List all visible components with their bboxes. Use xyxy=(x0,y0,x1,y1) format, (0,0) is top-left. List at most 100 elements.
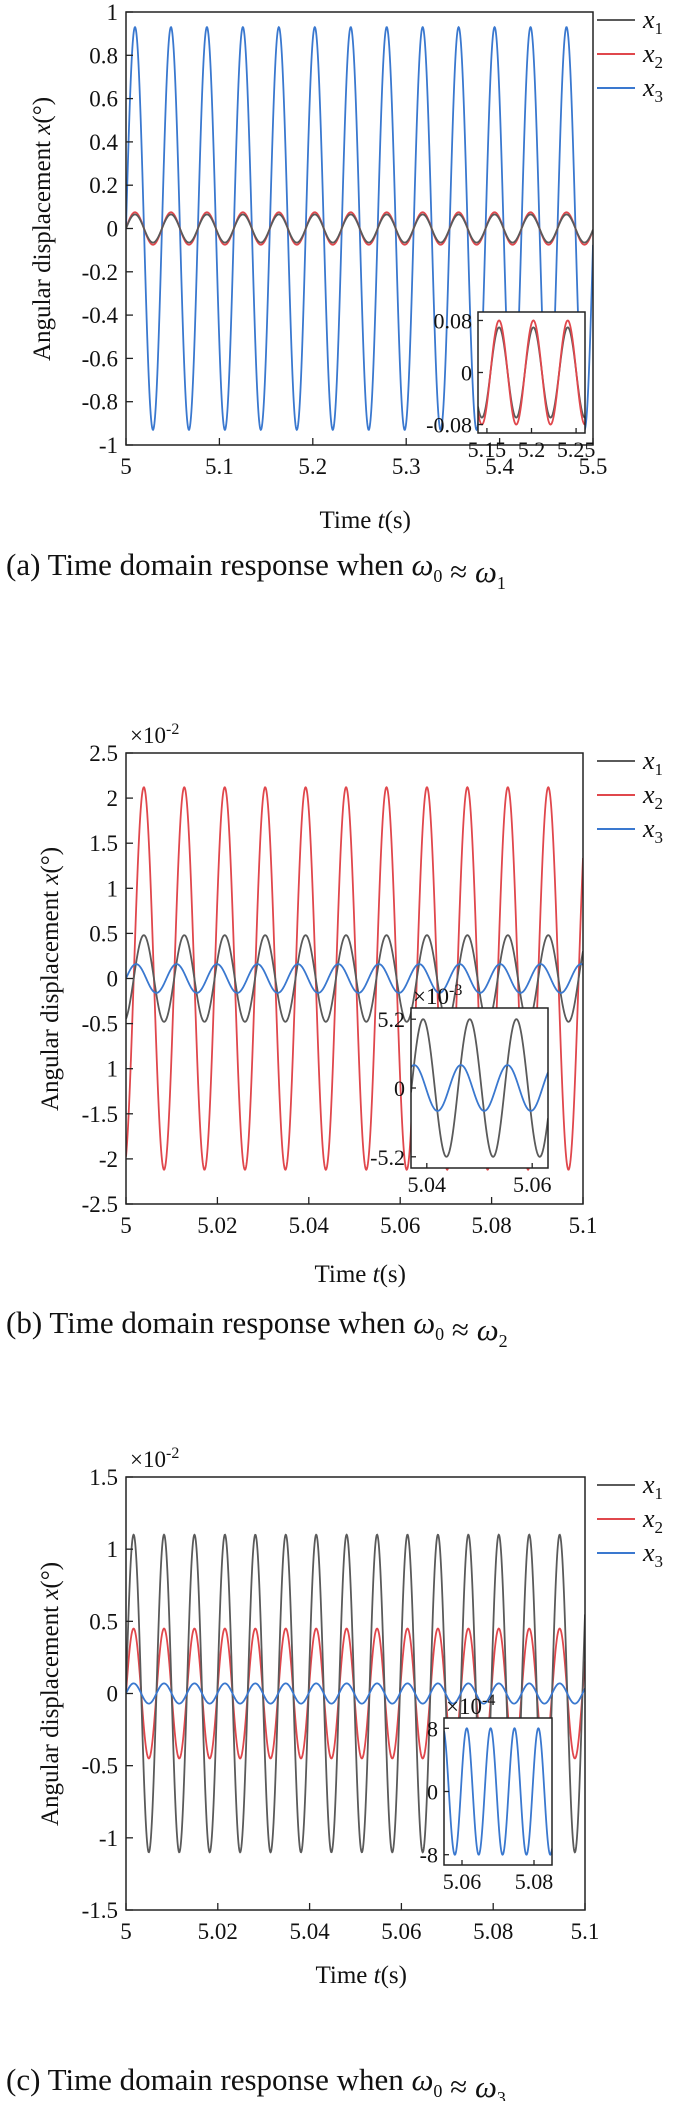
inset-panel: 5.04 5.06 -5.2 0 5.2 ×10-3 xyxy=(370,982,551,1197)
y-tick-label: 2 xyxy=(107,786,119,811)
legend-label-x1: x1 xyxy=(642,5,663,38)
inset-background xyxy=(444,1718,552,1865)
figure-caption-3: (c) Time domain response when ω0 ≈ ω3 xyxy=(6,2062,506,2101)
figure-caption-2: (b) Time domain response when ω0 ≈ ω2 xyxy=(6,1305,508,1351)
inset-y-tick-label: 0 xyxy=(461,361,472,386)
y-tick-label: -0.5 xyxy=(82,1012,118,1037)
legend-label-x3: x3 xyxy=(642,73,663,106)
x-tick-label: 5 xyxy=(120,1213,132,1238)
y-tick-label: 0.5 xyxy=(89,1609,118,1634)
y-tick-label: 1 xyxy=(107,1537,119,1562)
y-tick-label: -1 xyxy=(99,1826,118,1851)
y-tick-label: 1 xyxy=(107,876,119,901)
legend-label-x1: x1 xyxy=(642,1470,663,1503)
x-tick-label: 5.5 xyxy=(579,454,608,479)
inset-series-x2 xyxy=(478,319,585,426)
y-tick-label: -0.2 xyxy=(82,260,118,285)
inset-x-tick-label: 5.04 xyxy=(408,1172,447,1197)
inset-x-tick-label: 5.2 xyxy=(518,437,546,462)
x-axis-label: Time t(s) xyxy=(315,1261,406,1288)
y-tick-label: -1 xyxy=(99,433,118,458)
y-tick-label: -0.5 xyxy=(82,1754,118,1779)
y-tick-label: -2 xyxy=(99,1147,118,1172)
x-tick-label: 5.2 xyxy=(298,454,327,479)
inset-x-tick-label: 5.25 xyxy=(557,437,596,462)
y-tick-label: -1.5 xyxy=(82,1898,118,1923)
figure-caption-1: (a) Time domain response when ω0 ≈ ω1 xyxy=(6,547,506,593)
x-tick-label: 5.1 xyxy=(205,454,234,479)
y-multiplier: ×10-2 xyxy=(130,1445,179,1472)
y-tick-label: 2.5 xyxy=(89,741,118,766)
x-tick-label: 5.08 xyxy=(473,1919,513,1944)
y-tick-label: 1 xyxy=(107,1057,119,1082)
y-axis-label: Angular displacement x(°) xyxy=(37,1562,64,1826)
inset-y-tick-label: 0 xyxy=(394,1076,405,1101)
y-tick-label: 0 xyxy=(107,217,119,242)
inset-y-tick-label: 0 xyxy=(427,1780,438,1805)
y-tick-label: -2.5 xyxy=(82,1192,118,1217)
legend-label-x2: x2 xyxy=(642,39,663,72)
series-line-x3 xyxy=(126,963,583,994)
legend-label-x2: x2 xyxy=(642,780,663,813)
inset-y-tick-label: -8 xyxy=(420,1843,438,1868)
legend-label-x3: x3 xyxy=(642,1538,663,1571)
inset-y-tick-label: 8 xyxy=(427,1716,438,1741)
inset-y-tick-label: 5.2 xyxy=(378,1007,406,1032)
y-tick-label: 0.8 xyxy=(89,43,118,68)
y-tick-label: 1.5 xyxy=(89,831,118,856)
y-multiplier: ×10-2 xyxy=(130,721,179,748)
y-tick-label: -0.6 xyxy=(82,346,118,371)
y-axis-label: Angular displacement x(°) xyxy=(37,847,64,1111)
inset-multiplier: ×10-4 xyxy=(446,1692,495,1719)
inset-x-tick-label: 5.06 xyxy=(443,1869,482,1894)
chart-panel-3: 5 5.02 5.04 5.06 5.08 5.1 -1.5 -1 -0.5 0 0.5 1 1.5 ×1… xyxy=(37,1445,663,1989)
inset-x-tick-label: 5.08 xyxy=(515,1869,554,1894)
inset-series-x3 xyxy=(444,1727,552,1856)
y-tick-label: 0.5 xyxy=(89,921,118,946)
x-tick-label: 5 xyxy=(120,1919,132,1944)
y-tick-label: 0.6 xyxy=(89,87,118,112)
x-tick-label: 5.4 xyxy=(485,454,514,479)
x-tick-label: 5.04 xyxy=(289,1213,330,1238)
legend-label-x3: x3 xyxy=(642,814,663,847)
chart-panel-1: 5 5.1 5.2 5.3 5.4 5.5 -1 -0.8 -0.6 -0.4 -0.2 0 0.2 0.… xyxy=(29,0,663,534)
x-axis-label: Time t(s) xyxy=(320,507,411,534)
x-axis-label: Time t(s) xyxy=(316,1962,407,1989)
x-tick-label: 5.04 xyxy=(289,1919,330,1944)
y-tick-label: 0.2 xyxy=(89,173,118,198)
y-axis-label: Angular displacement x(°) xyxy=(29,97,56,361)
y-tick-label: 1 xyxy=(107,0,119,25)
inset-y-tick-label: -5.2 xyxy=(370,1145,405,1170)
x-tick-label: 5.1 xyxy=(569,1213,598,1238)
series-line-x1 xyxy=(126,213,593,244)
y-tick-label: -0.4 xyxy=(82,303,119,328)
x-tick-label: 5.02 xyxy=(197,1213,237,1238)
inset-y-tick-label: -0.08 xyxy=(426,413,472,438)
y-tick-label: -1.5 xyxy=(82,1102,118,1127)
x-tick-label: 5.02 xyxy=(198,1919,238,1944)
x-tick-label: 5.06 xyxy=(380,1213,420,1238)
legend-label-x2: x2 xyxy=(642,1504,663,1537)
chart-panel-2: 5 5.02 5.04 5.06 5.08 5.1-2.5-2-1.51-0.500.51… xyxy=(37,721,663,1288)
y-tick-label: 0.4 xyxy=(89,130,118,155)
y-tick-label: 0 xyxy=(107,967,119,992)
x-tick-label: 5.1 xyxy=(571,1919,600,1944)
series-line-x1 xyxy=(126,934,583,1023)
inset-x-tick-label: 5.06 xyxy=(513,1172,552,1197)
inset-series-x1 xyxy=(411,1018,548,1158)
inset-series-x1 xyxy=(478,326,585,419)
inset-x-tick-label: 5.15 xyxy=(468,437,507,462)
inset-series-x3 xyxy=(411,1064,548,1112)
inset-multiplier: ×10-3 xyxy=(413,982,462,1009)
inset-panel: 5.15 5.2 5.25 -0.08 0 0.08 xyxy=(426,308,595,462)
x-tick-label: 5.3 xyxy=(392,454,421,479)
y-tick-label: 1.5 xyxy=(89,1465,118,1490)
y-tick-label: 0 xyxy=(107,1682,119,1707)
x-tick-label: 5 xyxy=(120,454,132,479)
x-tick-label: 5.06 xyxy=(381,1919,421,1944)
inset-panel: 5.06 5.08 -8 0 8 ×10-4 xyxy=(420,1692,554,1894)
